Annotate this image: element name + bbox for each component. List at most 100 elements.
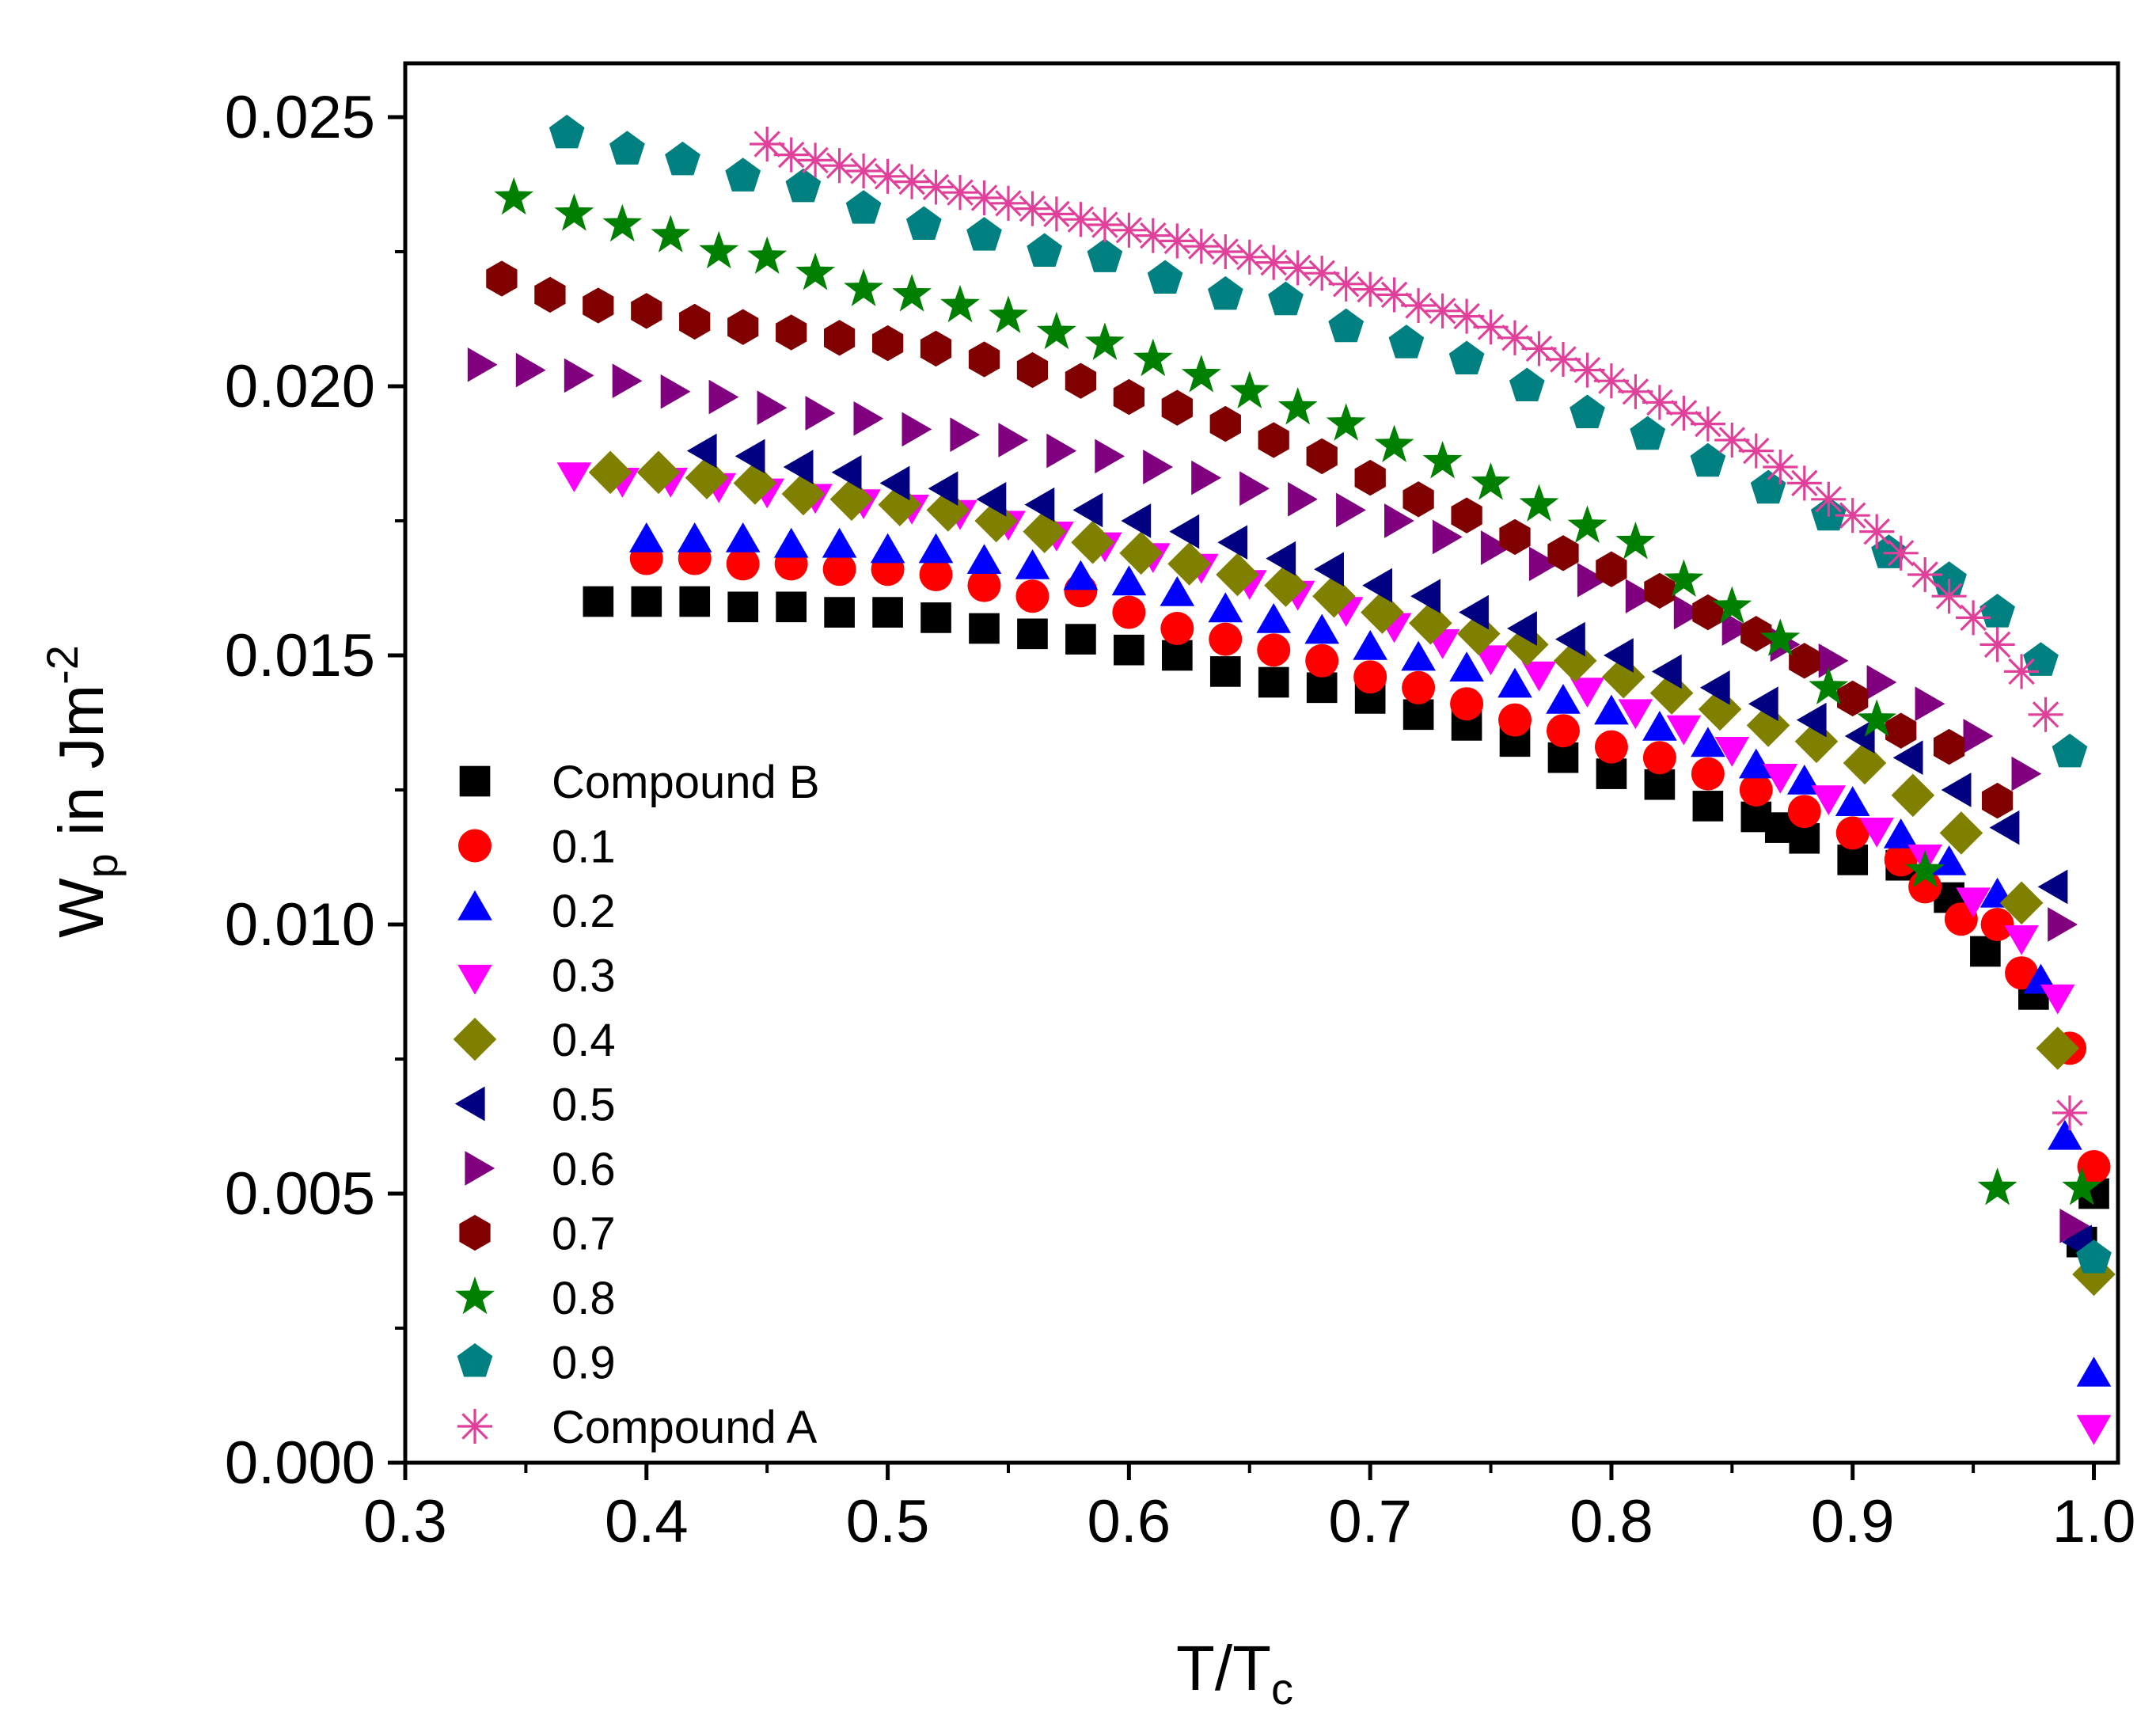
- data-point: [1306, 672, 1338, 704]
- data-point: [870, 158, 905, 194]
- data-point: [2004, 654, 2040, 689]
- data-point: [1336, 492, 1366, 528]
- data-point: [1698, 687, 1742, 731]
- data-point: [1786, 465, 1822, 501]
- data-point: [1354, 459, 1386, 496]
- data-point: [1257, 633, 1291, 667]
- data-point: [773, 527, 809, 558]
- data-point: [1208, 233, 1243, 270]
- data-point: [1087, 207, 1122, 243]
- data-point: [679, 303, 711, 340]
- legend-marker: [455, 1276, 495, 1315]
- data-point: [1666, 715, 1702, 746]
- legend-marker: [454, 1086, 485, 1122]
- y-axis-title-main: W: [46, 878, 116, 938]
- data-point: [1760, 618, 1801, 656]
- data-point: [1111, 212, 1147, 248]
- data-point: [1699, 670, 1730, 705]
- data-point: [631, 293, 662, 329]
- data-point: [727, 309, 759, 345]
- data-point: [2059, 1208, 2090, 1243]
- y-tick-label: 0.020: [225, 353, 375, 420]
- data-point: [1642, 711, 1677, 741]
- legend-entry: 0.2: [457, 886, 616, 937]
- series-7: [486, 260, 2014, 819]
- data-point: [1217, 525, 1248, 560]
- data-point: [822, 148, 857, 184]
- legend-entry: 0.5: [454, 1080, 616, 1131]
- data-point: [831, 454, 862, 490]
- data-point: [1835, 816, 1869, 850]
- data-point: [708, 379, 739, 415]
- data-point: [928, 471, 958, 507]
- data-points: [467, 114, 2116, 1445]
- data-point: [781, 472, 826, 516]
- data-point: [1692, 791, 1724, 822]
- data-point: [2011, 756, 2042, 792]
- data-point: [1750, 469, 1786, 504]
- data-point: [2076, 1357, 2112, 1387]
- data-point: [2077, 1150, 2111, 1183]
- data-point: [990, 185, 1027, 221]
- data-point: [1471, 462, 1511, 500]
- data-point: [1459, 594, 1489, 630]
- data-point: [1690, 442, 1726, 477]
- data-point: [1594, 730, 1628, 764]
- data-point: [467, 347, 498, 382]
- data-point: [1691, 757, 1725, 791]
- data-point: [989, 295, 1028, 333]
- data-point: [1528, 546, 1559, 582]
- data-point: [1480, 530, 1511, 565]
- data-point: [2048, 1119, 2082, 1150]
- data-point: [1183, 229, 1219, 264]
- data-point: [1036, 311, 1076, 350]
- data-point: [1169, 514, 1200, 549]
- legend-entry: 0.4: [453, 1015, 616, 1066]
- data-point: [1844, 719, 1875, 754]
- data-point: [918, 533, 954, 564]
- data-point: [2023, 642, 2059, 676]
- data-point: [969, 613, 1000, 644]
- data-point: [1763, 449, 1798, 485]
- data-point: [776, 314, 807, 351]
- data-point: [1615, 521, 1656, 560]
- series-2: [628, 522, 2112, 1387]
- data-point: [872, 597, 903, 628]
- series-10: [750, 126, 2088, 1131]
- data-point: [2028, 697, 2063, 732]
- data-point: [1015, 579, 1050, 613]
- data-point: [1891, 773, 1935, 818]
- data-point: [1547, 742, 1579, 773]
- data-point: [1618, 699, 1653, 730]
- data-point: [1789, 822, 1820, 854]
- data-point: [1071, 520, 1114, 564]
- data-point: [966, 544, 1002, 574]
- data-point: [1167, 542, 1211, 586]
- data-point: [844, 268, 884, 306]
- data-point: [636, 450, 681, 495]
- data-point: [1353, 630, 1388, 660]
- data-point: [1256, 603, 1292, 633]
- data-point: [1521, 661, 1557, 692]
- data-point: [1409, 601, 1452, 645]
- data-point: [1499, 518, 1531, 556]
- data-point: [1981, 782, 2014, 819]
- data-point: [845, 190, 882, 224]
- data-point: [1328, 266, 1364, 302]
- data-point: [1160, 223, 1195, 259]
- data-point: [1209, 622, 1243, 656]
- data-point: [1017, 618, 1048, 650]
- data-point: [940, 284, 980, 323]
- data-point: [1161, 389, 1193, 426]
- data-point: [1843, 741, 1887, 785]
- data-point: [926, 488, 970, 532]
- data-point: [1507, 611, 1537, 646]
- data-point: [494, 177, 534, 215]
- data-point: [1410, 579, 1440, 614]
- x-tick-label: 0.4: [605, 1488, 689, 1555]
- data-point: [1388, 325, 1425, 359]
- data-point: [1794, 719, 1839, 764]
- y-tick-label: 0.025: [225, 84, 375, 151]
- data-point: [1448, 340, 1485, 375]
- data-point: [805, 396, 836, 431]
